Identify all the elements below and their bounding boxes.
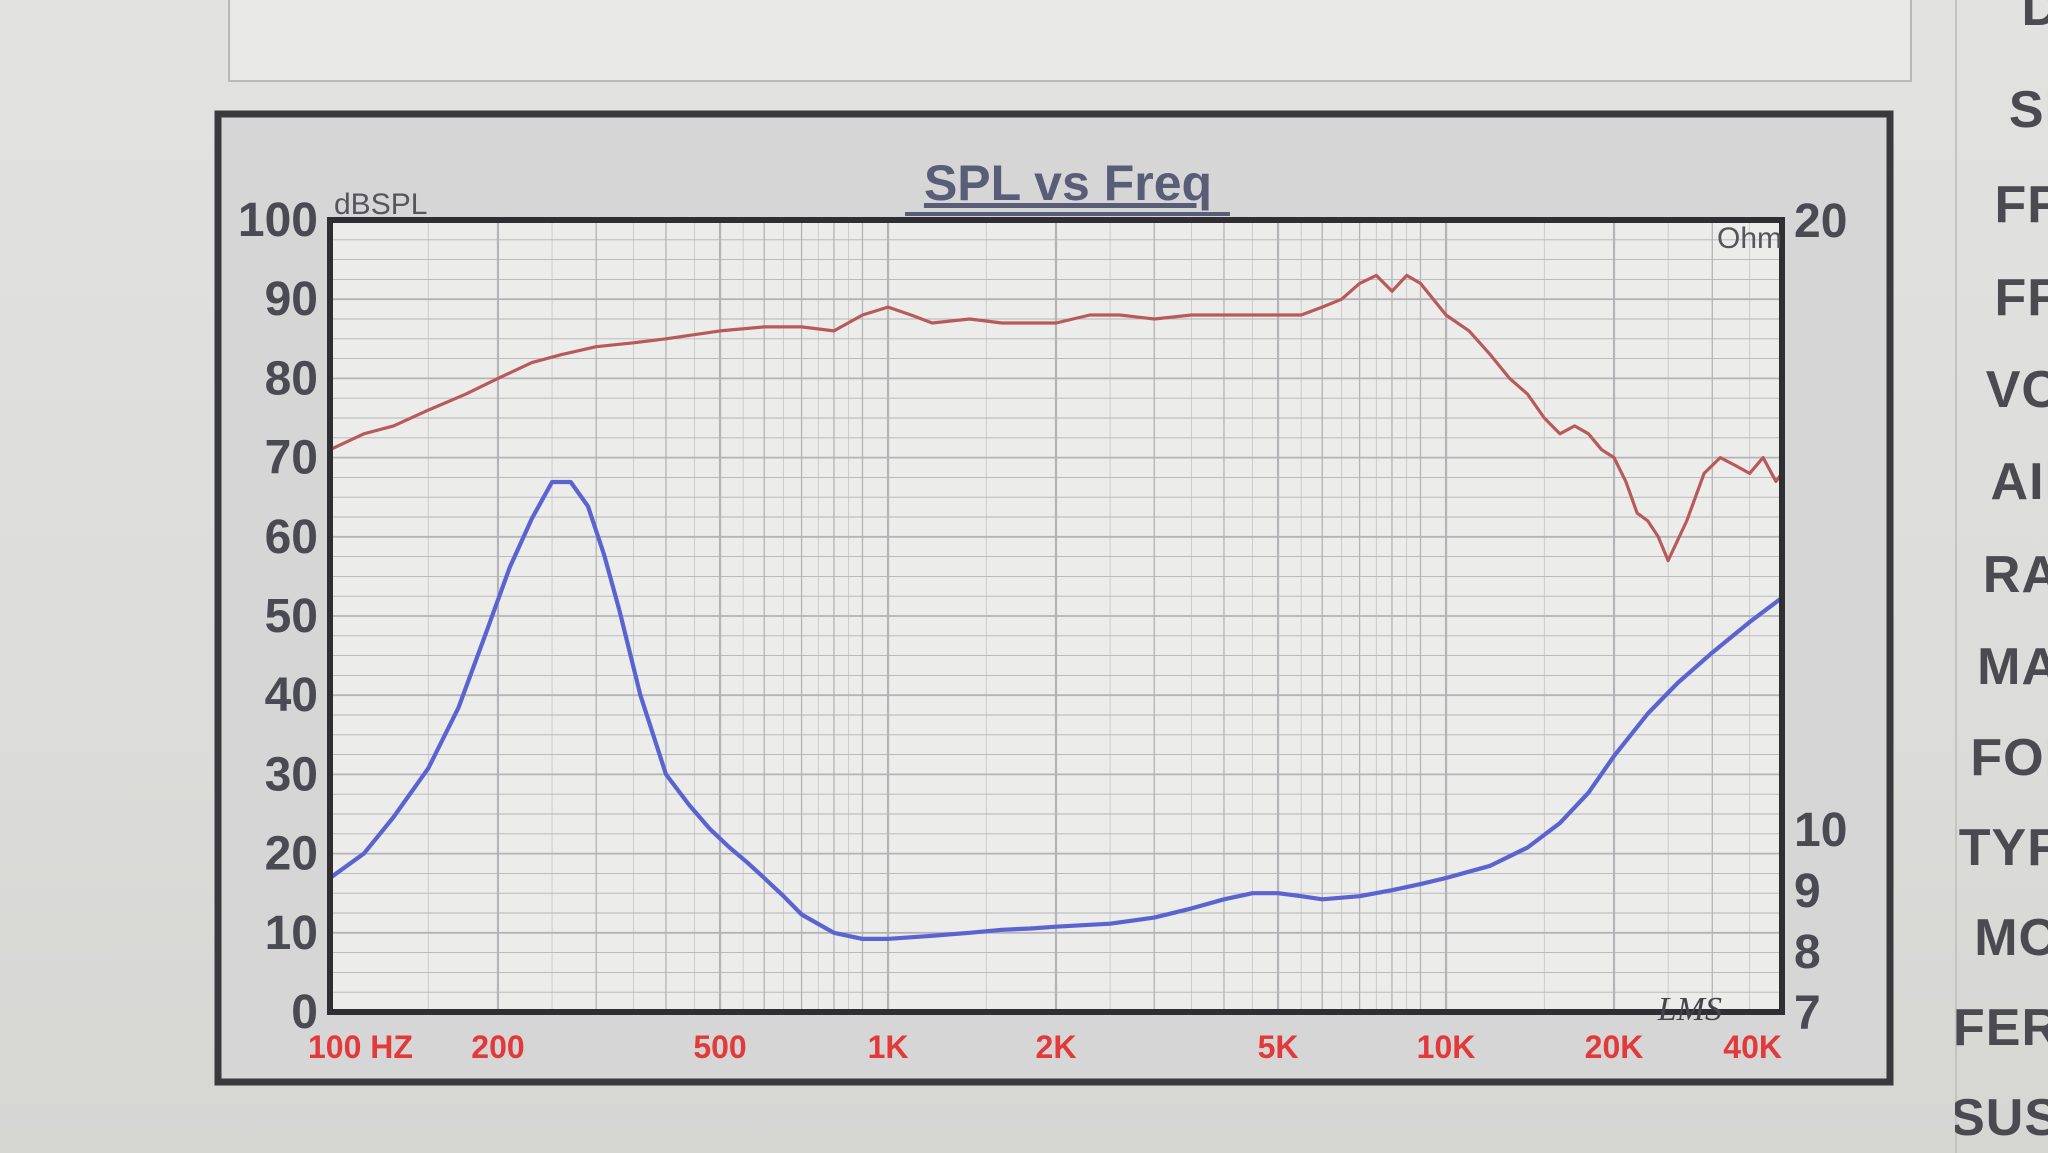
sidebar-label: FF — [1994, 176, 2048, 234]
left-axis-tick-label: 70 — [265, 432, 318, 485]
sidebar-label: MO — [1974, 909, 2048, 967]
upper-panel — [228, 0, 1912, 82]
chart-title: SPL vs Freq — [924, 155, 1212, 211]
left-axis-tick-label: 10 — [265, 907, 318, 960]
left-axis-tick-label: 50 — [265, 590, 318, 643]
left-axis-tick-label: 40 — [265, 669, 318, 722]
left-axis-tick-label: 30 — [265, 748, 318, 801]
sidebar-label: D — [2021, 0, 2048, 37]
left-axis-tick-label: 100 — [238, 194, 318, 247]
left-axis-tick-label: 80 — [265, 352, 318, 405]
x-axis-ticks: 100 HZ 200 500 1K 2K 5K 10K 20K 40K — [308, 1029, 1782, 1065]
left-axis-tick-label: 60 — [265, 511, 318, 564]
x-axis-tick-label: 100 HZ — [308, 1029, 413, 1065]
x-axis-tick-label: 10K — [1417, 1029, 1476, 1065]
sidebar-label: SI — [2008, 81, 2048, 139]
sidebar-label: FF — [1994, 269, 2048, 327]
plot-frame — [327, 217, 1785, 1015]
sidebar-label: AII — [1990, 453, 2048, 511]
sidebar-divider — [1955, 0, 1957, 1153]
sidebar-label: TYF — [1958, 819, 2048, 877]
sidebar-label: SUS — [1955, 1089, 2048, 1147]
left-axis-tick-label: 0 — [291, 986, 318, 1039]
right-axis-tick-label: 8 — [1794, 926, 1821, 979]
x-axis-tick-label: 1K — [868, 1029, 909, 1065]
x-axis-tick-label: 5K — [1258, 1029, 1299, 1065]
sidebar-label: FER — [1955, 999, 2048, 1057]
sidebar-label: VC — [1985, 361, 2048, 419]
right-axis-tick-label: 7 — [1794, 987, 1821, 1040]
grid — [328, 219, 1783, 1013]
left-axis-tick-label: 90 — [265, 273, 318, 326]
sidebar-parameter-list: D SI FF FF VC AII RA MA FOI TYF MO FER S… — [1955, 0, 2048, 1153]
x-axis-tick-label: 40K — [1723, 1029, 1782, 1065]
x-axis-tick-label: 20K — [1585, 1029, 1644, 1065]
left-axis-unit: dBSPL — [334, 188, 427, 221]
right-axis-ticks: 7 8 9 10 20 — [1794, 195, 1847, 1040]
x-axis-tick-label: 500 — [693, 1029, 746, 1065]
left-axis-tick-label: 20 — [265, 828, 318, 881]
right-axis-unit: Ohm — [1717, 222, 1782, 255]
x-axis-tick-label: 200 — [471, 1029, 524, 1065]
left-axis-ticks: 0 10 20 30 40 50 60 70 80 90 100 — [238, 194, 318, 1039]
sidebar-label: FOI — [1970, 729, 2048, 787]
impedance-series-line — [327, 479, 1785, 941]
right-axis-tick-label: 10 — [1794, 804, 1847, 857]
series-layer — [327, 273, 1785, 941]
right-axis-tick-label: 9 — [1794, 865, 1821, 918]
spl-series-line — [328, 273, 1784, 563]
sidebar-label: MA — [1977, 638, 2048, 696]
sidebar-label: RA — [1982, 546, 2048, 604]
right-axis-tick-label: 20 — [1794, 195, 1847, 248]
lms-watermark: LMS — [1657, 991, 1722, 1028]
x-axis-tick-label: 2K — [1036, 1029, 1077, 1065]
